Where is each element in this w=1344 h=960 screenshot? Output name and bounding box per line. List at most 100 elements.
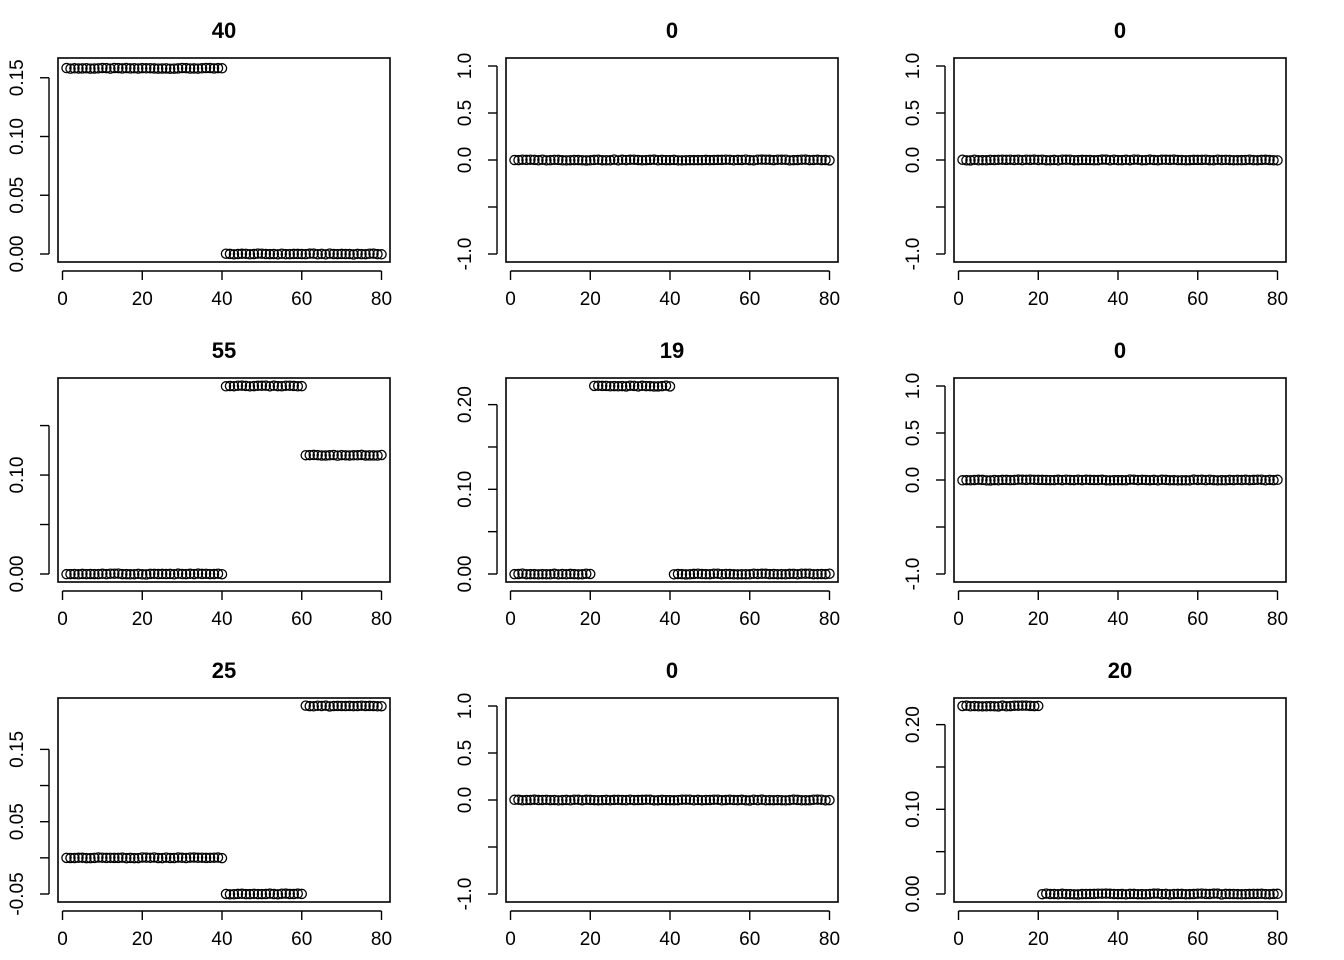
data-point: [604, 795, 616, 806]
data-point: [728, 794, 740, 806]
data-point: [744, 569, 756, 580]
data-point: [1152, 475, 1164, 486]
data-point: [1112, 888, 1124, 900]
data-point: [140, 852, 152, 863]
data-point: [1148, 474, 1160, 486]
data-point: [1188, 474, 1200, 485]
data-point: [176, 62, 188, 74]
data-point: [1268, 474, 1279, 486]
data-points: [509, 154, 835, 166]
data-point: [1252, 474, 1263, 485]
data-point: [1260, 475, 1271, 486]
data-point: [553, 795, 564, 806]
data-point: [264, 888, 276, 899]
data-point: [188, 63, 200, 74]
data-point: [1220, 475, 1231, 486]
data-point: [1192, 888, 1204, 899]
data-point: [772, 794, 783, 806]
data-point: [1056, 474, 1068, 486]
data-point: [1044, 888, 1056, 900]
data-point: [1248, 154, 1259, 166]
data-point: [172, 852, 184, 863]
x-tick-label: 80: [371, 609, 392, 630]
data-point: [208, 852, 220, 863]
data-point: [1017, 474, 1028, 486]
data-point: [1196, 474, 1207, 486]
data-point: [985, 700, 996, 712]
data-point: [224, 248, 236, 260]
data-point: [592, 154, 604, 166]
data-point: [144, 852, 156, 864]
data-point: [280, 380, 292, 391]
data-point: [288, 888, 300, 900]
data-point: [1088, 888, 1100, 900]
data-point: [1176, 474, 1188, 486]
data-point: [300, 449, 311, 461]
data-point: [1132, 474, 1144, 486]
data-point: [1013, 474, 1024, 485]
data-point: [993, 701, 1004, 712]
data-point: [708, 794, 720, 806]
data-point: [1156, 888, 1168, 900]
data-point: [69, 568, 80, 580]
data-point: [565, 568, 576, 580]
data-point: [616, 380, 628, 392]
data-point: [1025, 154, 1036, 166]
data-point: [973, 474, 984, 486]
x-tick-label: 60: [739, 289, 760, 310]
data-point: [553, 154, 564, 166]
data-point: [804, 568, 815, 579]
data-point: [1013, 700, 1024, 711]
data-point: [672, 568, 684, 580]
data-point: [724, 154, 736, 166]
data-point: [348, 700, 359, 712]
x-tick-label: 40: [1107, 289, 1128, 310]
data-point: [1184, 888, 1196, 900]
data-point: [1021, 154, 1032, 165]
data-point: [592, 794, 604, 806]
data-point: [240, 248, 252, 260]
data-point: [164, 63, 176, 74]
data-point: [1272, 888, 1283, 900]
data-point: [1021, 474, 1032, 486]
data-point: [1064, 888, 1076, 900]
data-point: [632, 794, 644, 806]
data-point: [1084, 474, 1096, 486]
data-point: [1128, 888, 1140, 900]
data-point: [588, 794, 600, 806]
data-point: [784, 794, 795, 806]
data-point: [244, 249, 256, 260]
data-point: [724, 794, 736, 805]
data-point: [172, 568, 184, 579]
data-point: [1025, 700, 1036, 712]
data-point: [557, 155, 568, 166]
data-point: [692, 794, 704, 806]
data-point: [224, 380, 236, 392]
data-point: [1268, 888, 1279, 900]
data-point: [292, 888, 304, 899]
panel-8: 0 0 20 40 60 80 -1.0 0.0 0.5 1.0: [455, 658, 840, 950]
data-point: [993, 475, 1004, 486]
data-point: [997, 474, 1008, 486]
data-point: [208, 63, 220, 74]
data-point: [740, 568, 752, 580]
data-point: [816, 794, 827, 805]
data-point: [1044, 154, 1056, 166]
panel-title: 20: [1108, 658, 1132, 683]
data-point: [340, 248, 351, 260]
data-point: [312, 700, 323, 711]
data-point: [1236, 889, 1247, 900]
data-point: [732, 569, 744, 580]
data-point: [588, 380, 600, 392]
data-point: [760, 154, 771, 165]
data-point: [1124, 474, 1136, 485]
data-point: [525, 794, 536, 806]
data-point: [73, 63, 84, 74]
data-point: [1232, 888, 1243, 900]
panel-title: 0: [1114, 338, 1126, 363]
x-tick-label: 60: [739, 609, 760, 630]
data-point: [1001, 154, 1012, 166]
data-point: [272, 380, 284, 392]
data-point: [1060, 154, 1072, 166]
data-point: [969, 700, 980, 712]
